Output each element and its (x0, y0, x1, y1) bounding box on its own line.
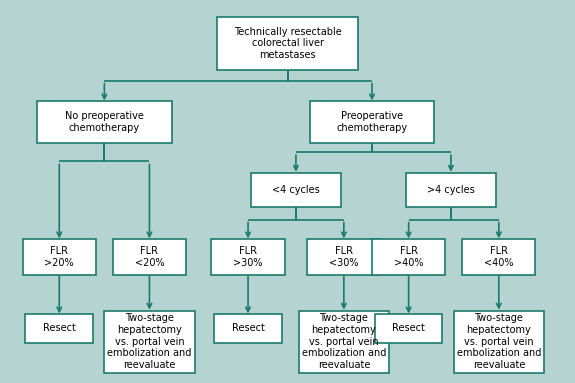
FancyBboxPatch shape (251, 173, 341, 206)
FancyBboxPatch shape (307, 239, 381, 275)
Text: FLR
>30%: FLR >30% (233, 246, 263, 268)
Text: FLR
<20%: FLR <20% (135, 246, 164, 268)
Text: Two-stage
hepatectomy
vs. portal vein
embolization and
reevaluate: Two-stage hepatectomy vs. portal vein em… (108, 313, 191, 370)
FancyBboxPatch shape (454, 311, 544, 373)
FancyBboxPatch shape (105, 311, 194, 373)
Text: >4 cycles: >4 cycles (427, 185, 475, 195)
Text: Resect: Resect (43, 324, 76, 334)
FancyBboxPatch shape (113, 239, 186, 275)
Text: FLR
>40%: FLR >40% (394, 246, 423, 268)
Text: Resect: Resect (392, 324, 425, 334)
Text: <4 cycles: <4 cycles (272, 185, 320, 195)
Text: Technically resectable
colorectal liver
metastases: Technically resectable colorectal liver … (233, 27, 342, 60)
FancyBboxPatch shape (310, 101, 434, 143)
Text: Resect: Resect (232, 324, 264, 334)
FancyBboxPatch shape (22, 239, 96, 275)
FancyBboxPatch shape (406, 173, 496, 206)
FancyBboxPatch shape (212, 239, 285, 275)
FancyBboxPatch shape (217, 17, 358, 69)
FancyBboxPatch shape (25, 314, 93, 342)
FancyBboxPatch shape (375, 314, 443, 342)
Text: Two-stage
hepatectomy
vs. portal vein
embolization and
reevaluate: Two-stage hepatectomy vs. portal vein em… (302, 313, 386, 370)
Text: FLR
<30%: FLR <30% (329, 246, 359, 268)
Text: FLR
<40%: FLR <40% (484, 246, 513, 268)
Text: Two-stage
hepatectomy
vs. portal vein
embolization and
reevaluate: Two-stage hepatectomy vs. portal vein em… (457, 313, 541, 370)
FancyBboxPatch shape (372, 239, 445, 275)
FancyBboxPatch shape (299, 311, 389, 373)
Text: FLR
>20%: FLR >20% (44, 246, 74, 268)
Text: No preoperative
chemotherapy: No preoperative chemotherapy (65, 111, 144, 133)
FancyBboxPatch shape (214, 314, 282, 342)
Text: Preoperative
chemotherapy: Preoperative chemotherapy (336, 111, 408, 133)
FancyBboxPatch shape (462, 239, 535, 275)
FancyBboxPatch shape (37, 101, 172, 143)
